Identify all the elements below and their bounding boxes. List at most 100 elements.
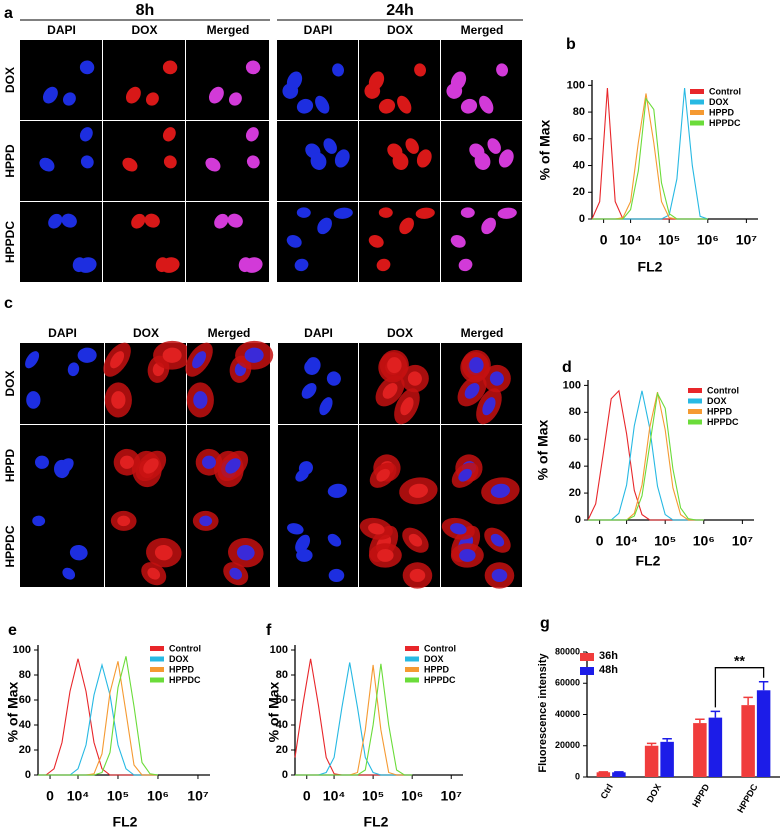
nucleus	[482, 397, 496, 416]
x-tick-label: 10⁴	[615, 533, 638, 549]
micrograph	[103, 202, 185, 282]
x-tick-label: 10⁶	[147, 788, 169, 804]
y-tick-label: 40	[19, 719, 31, 731]
micrograph	[359, 121, 440, 201]
legend-swatch	[150, 667, 164, 672]
legend-swatch	[688, 419, 702, 425]
nucleus	[286, 235, 302, 248]
nucleus	[79, 127, 93, 142]
nucleus	[332, 63, 344, 77]
y-tick-label: 60	[573, 133, 585, 145]
nucleus	[327, 483, 347, 498]
nucleus	[294, 258, 309, 272]
x-tick-label: 10⁷	[187, 788, 209, 804]
nucleus	[143, 458, 159, 474]
nucleus	[145, 92, 159, 106]
nucleus	[125, 86, 141, 104]
column-header: Merged	[461, 23, 504, 37]
bar	[612, 772, 626, 777]
nucleus	[392, 152, 409, 170]
legend-label: DOX	[169, 654, 189, 664]
legend-label: DOX	[424, 654, 444, 664]
y-tick-label: 20	[569, 487, 581, 499]
legend-swatch	[405, 646, 419, 651]
micrograph	[278, 343, 358, 424]
nucleus	[474, 152, 491, 170]
nucleus	[378, 207, 393, 218]
nucleus	[405, 138, 419, 154]
legend-swatch	[150, 677, 164, 683]
nucleus	[333, 207, 353, 219]
y-axis-label: % of Max	[535, 419, 551, 480]
nucleus	[376, 468, 390, 482]
y-tick-label: 40	[573, 159, 585, 171]
nucleus	[498, 149, 514, 168]
x-tick-label: 10⁶	[697, 232, 719, 248]
column-header: DAPI	[304, 23, 333, 37]
nucleus	[460, 207, 475, 218]
nucleus	[229, 567, 243, 580]
nucleus	[368, 71, 385, 91]
nucleus	[479, 95, 494, 114]
nucleus	[32, 515, 46, 527]
nucleus	[296, 98, 314, 114]
nucleus	[368, 523, 385, 535]
micrograph-bg	[278, 343, 358, 424]
nucleus	[162, 60, 178, 75]
nucleus	[295, 534, 311, 553]
legend-swatch	[688, 388, 702, 393]
legend-swatch	[150, 646, 164, 651]
nucleus	[489, 371, 504, 386]
micrograph	[187, 425, 270, 506]
bar	[660, 741, 674, 777]
legend-swatch	[580, 653, 594, 661]
nucleus	[26, 391, 41, 409]
nucleus	[131, 213, 146, 229]
micrograph	[277, 121, 358, 201]
nucleus	[25, 351, 40, 369]
x-tick-label: 10⁴	[619, 232, 642, 248]
nucleus	[111, 391, 126, 409]
x-tick-label: 10⁵	[658, 232, 680, 248]
legend-swatch	[405, 656, 419, 662]
panel-label: f	[266, 622, 272, 639]
nucleus	[323, 138, 337, 154]
y-axis-label: Fluorescence intensity	[537, 653, 549, 773]
x-tick-label: 10⁵	[362, 788, 384, 804]
x-tick-label: 0	[596, 533, 604, 549]
nucleus	[317, 217, 332, 235]
nucleus	[327, 533, 342, 547]
micrograph-bg	[278, 425, 358, 506]
histogram-line	[38, 658, 158, 776]
micrograph	[187, 506, 270, 587]
nucleus	[414, 63, 426, 77]
legend-swatch	[405, 667, 419, 672]
panel-label: d	[562, 359, 572, 376]
legend-swatch	[690, 99, 704, 105]
nucleus	[408, 533, 423, 547]
x-tick-label: 0	[303, 788, 311, 804]
legend-swatch	[150, 656, 164, 662]
bar	[708, 717, 723, 777]
x-tick-label: 10⁵	[107, 788, 129, 804]
y-tick-label: 0	[282, 769, 288, 781]
x-tick-label: HPPDC	[735, 782, 760, 815]
legend-swatch	[580, 667, 594, 675]
nucleus	[315, 95, 330, 114]
nucleus	[368, 235, 384, 248]
nucleus	[459, 548, 476, 562]
x-tick-label: 10⁴	[67, 788, 90, 804]
micrograph	[441, 202, 522, 282]
legend-label: HPPD	[707, 406, 733, 416]
column-header: Merged	[207, 23, 250, 37]
column-header: DOX	[131, 23, 157, 37]
y-tick-label: 100	[567, 79, 585, 91]
legend-label: Control	[169, 643, 201, 653]
nucleus	[490, 533, 505, 547]
nucleus	[400, 397, 414, 416]
nucleus	[69, 544, 88, 561]
micrograph	[441, 121, 522, 201]
histogram-line	[592, 97, 708, 220]
x-tick-label: 10⁷	[736, 232, 758, 248]
nucleus	[67, 362, 80, 377]
